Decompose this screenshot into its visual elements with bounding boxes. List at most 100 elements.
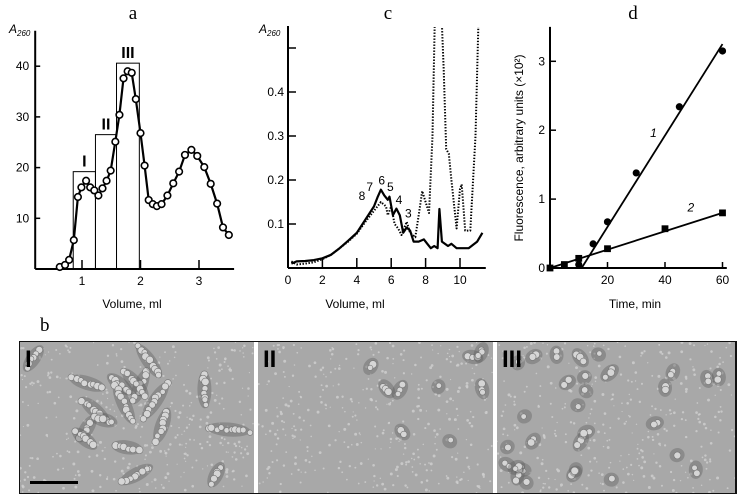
stain-dot <box>587 446 591 450</box>
stain-dot <box>166 426 169 429</box>
stain-dot <box>434 436 437 438</box>
stain-dot <box>310 435 313 438</box>
stain-dot <box>416 448 419 451</box>
stain-dot <box>355 343 358 346</box>
stain-dot <box>725 346 728 349</box>
particle <box>208 481 215 488</box>
stain-dot <box>435 433 439 436</box>
stain-dot <box>175 374 177 377</box>
stain-dot <box>501 357 504 360</box>
particle <box>207 423 216 432</box>
stain-dot <box>621 402 623 405</box>
stain-dot <box>602 445 605 448</box>
stain-dot <box>96 399 99 403</box>
micrograph-label-II: II <box>263 346 276 373</box>
stain-dot <box>640 449 643 452</box>
stain-dot <box>174 436 177 439</box>
stain-dot <box>299 481 302 484</box>
stain-dot <box>660 484 663 487</box>
particle <box>145 355 154 364</box>
stain-dot <box>581 382 585 386</box>
stain-dot <box>549 381 553 385</box>
stain-dot <box>388 421 391 424</box>
stain-dot <box>638 452 641 455</box>
stain-dot <box>282 464 286 467</box>
stain-dot <box>322 388 325 391</box>
stain-dot <box>202 468 204 470</box>
stain-dot <box>399 353 403 356</box>
stain-dot <box>343 441 346 443</box>
particle <box>504 443 512 452</box>
stain-dot <box>569 421 573 424</box>
stain-dot <box>410 457 413 460</box>
stain-dot <box>100 402 103 405</box>
stain-dot <box>431 385 435 389</box>
stain-dot <box>173 356 176 359</box>
stain-dot <box>490 445 493 448</box>
y-tick-label: 3 <box>538 54 545 68</box>
stain-dot <box>619 460 621 462</box>
stain-dot <box>190 401 193 404</box>
stain-dot <box>539 490 542 493</box>
stain-dot <box>591 383 593 385</box>
x-tick-label: 3 <box>196 274 203 288</box>
stain-dot <box>546 365 550 369</box>
particle <box>218 424 225 431</box>
stain-dot <box>539 385 542 387</box>
stain-dot <box>539 394 542 398</box>
stain-dot <box>582 403 584 406</box>
stain-dot <box>154 487 157 489</box>
stain-dot <box>635 423 638 426</box>
stain-dot <box>224 358 227 361</box>
stain-dot <box>413 458 416 461</box>
stain-dot <box>420 356 422 359</box>
stain-dot <box>502 350 505 353</box>
panel-b-micrographs: b I II III <box>19 315 737 494</box>
stain-dot <box>717 410 721 414</box>
stain-dot <box>643 460 647 464</box>
stain-dot <box>463 471 465 473</box>
stain-dot <box>241 347 244 349</box>
stain-dot <box>622 468 625 470</box>
stain-dot <box>491 371 493 374</box>
stain-dot <box>589 412 592 415</box>
stain-dot <box>278 490 282 493</box>
stain-dot <box>706 343 709 345</box>
stain-dot <box>144 458 146 461</box>
stain-dot <box>166 362 169 365</box>
stain-dot <box>689 358 692 361</box>
stain-dot <box>44 354 46 356</box>
stain-dot <box>329 349 332 352</box>
stain-dot <box>270 450 273 452</box>
stain-dot <box>198 395 201 398</box>
stain-dot <box>540 462 544 466</box>
stain-dot <box>504 404 507 406</box>
stain-dot <box>437 482 440 485</box>
stain-dot <box>465 438 468 441</box>
stain-dot <box>419 463 421 465</box>
stain-dot <box>185 442 188 445</box>
particle <box>650 420 658 429</box>
data-point <box>90 186 99 195</box>
stain-dot <box>223 438 226 441</box>
stain-dot <box>75 400 78 403</box>
stain-dot <box>652 476 656 480</box>
stain-dot <box>384 370 388 374</box>
particle <box>151 437 160 446</box>
stain-dot <box>624 491 628 493</box>
stain-dot <box>428 462 430 464</box>
stain-dot <box>242 352 244 354</box>
stain-dot <box>712 489 715 492</box>
stain-dot <box>628 393 630 396</box>
stain-dot <box>456 345 459 349</box>
stain-dot <box>376 435 379 438</box>
stain-dot <box>353 367 355 369</box>
stain-dot <box>59 377 61 379</box>
stain-dot <box>403 443 406 445</box>
stain-dot <box>643 350 646 353</box>
stain-dot <box>28 464 31 467</box>
stain-dot <box>695 411 698 414</box>
stain-dot <box>481 377 484 381</box>
stain-dot <box>470 424 474 428</box>
stain-dot <box>210 377 213 380</box>
